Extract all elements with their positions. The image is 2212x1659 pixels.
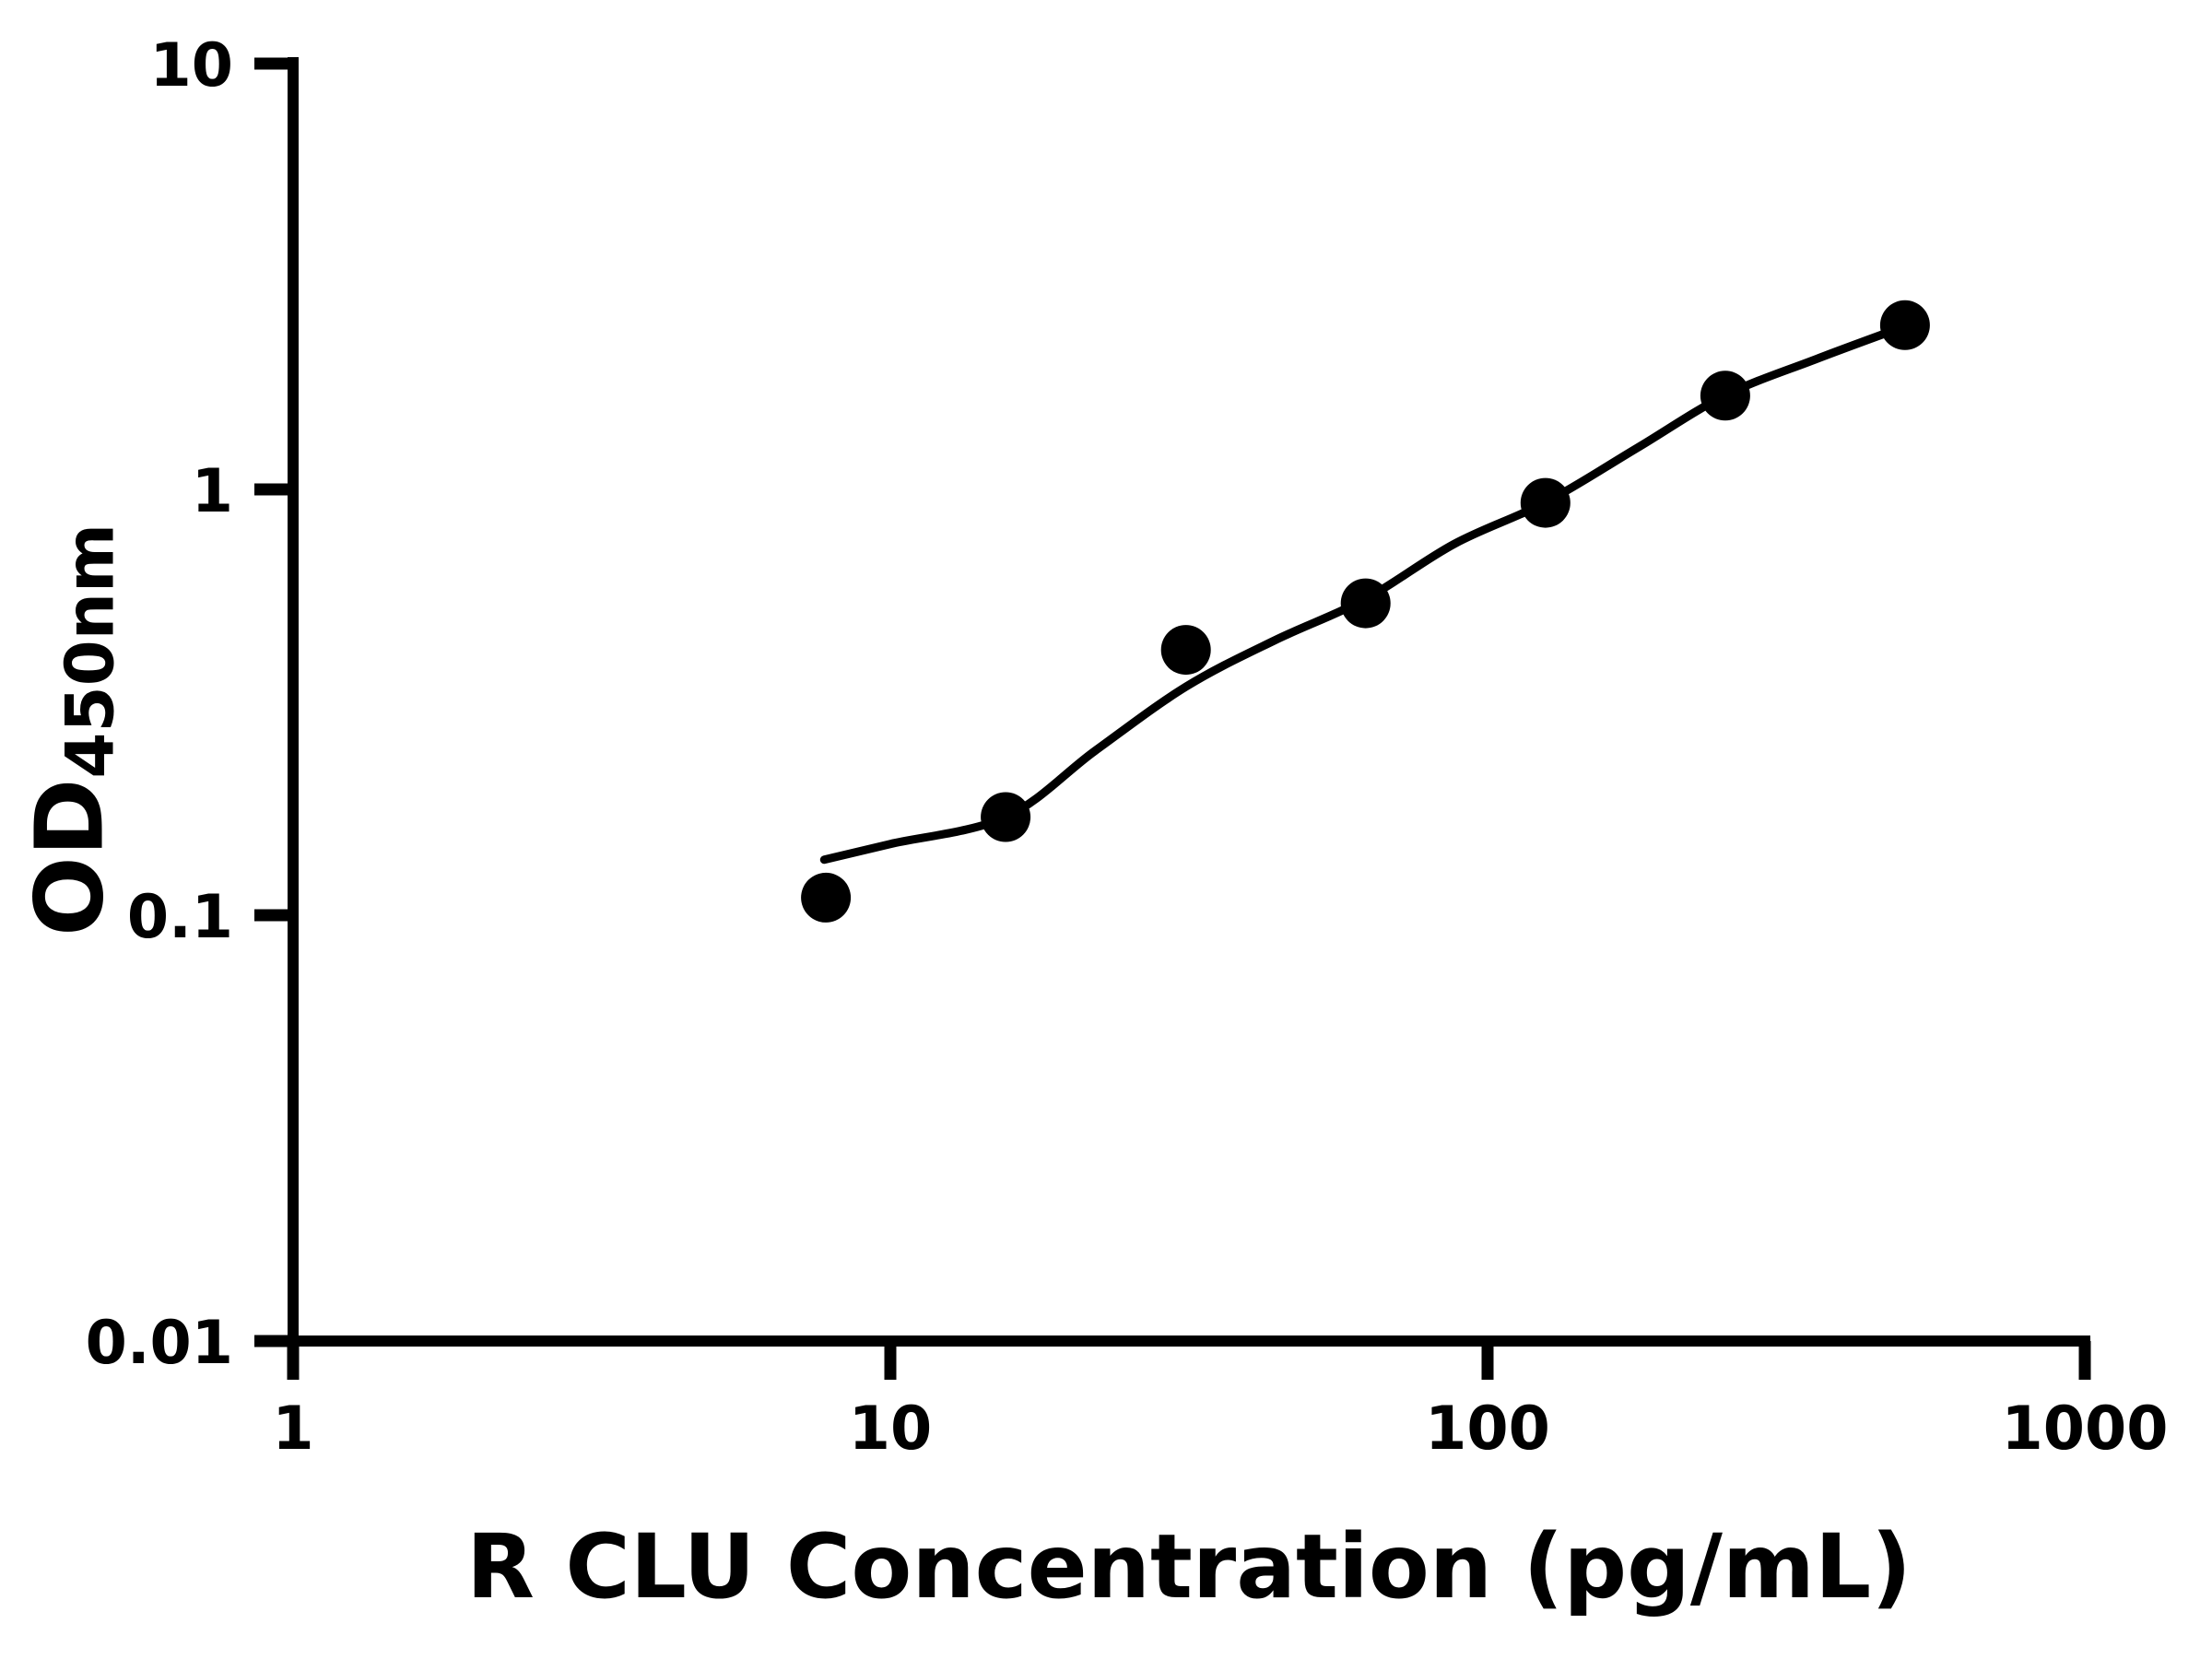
y-tick-label: 10	[150, 31, 233, 100]
y-axis-title-subscript: 450nm	[51, 524, 129, 779]
x-tick-label: 1	[272, 1394, 313, 1464]
y-axis-title-main: OD	[15, 778, 125, 936]
y-tick-label: 0.1	[127, 883, 233, 952]
data-point	[981, 792, 1031, 842]
x-axis-title: R CLU Concentration (pg/mL)	[465, 1515, 1912, 1618]
y-axis-title: OD450nm	[16, 524, 129, 936]
ticks-layer	[254, 57, 2091, 1380]
x-tick-label: 10	[849, 1394, 932, 1464]
axes-layer	[288, 57, 2090, 1347]
x-tick-label: 1000	[2002, 1394, 2169, 1464]
x-tick-label: 100	[1425, 1394, 1550, 1464]
y-tick-label: 0.01	[86, 1309, 233, 1378]
data-point	[1879, 300, 1930, 350]
y-tick-label: 1	[192, 457, 233, 526]
data-point	[1700, 371, 1750, 421]
data-point	[1520, 477, 1571, 528]
series-layer	[801, 300, 1930, 923]
tick-labels-layer: 1 10 100 1000 10 1 0.1 0.01	[86, 31, 2169, 1464]
data-point	[801, 872, 852, 923]
data-point	[1160, 625, 1211, 676]
data-point	[1340, 578, 1391, 629]
